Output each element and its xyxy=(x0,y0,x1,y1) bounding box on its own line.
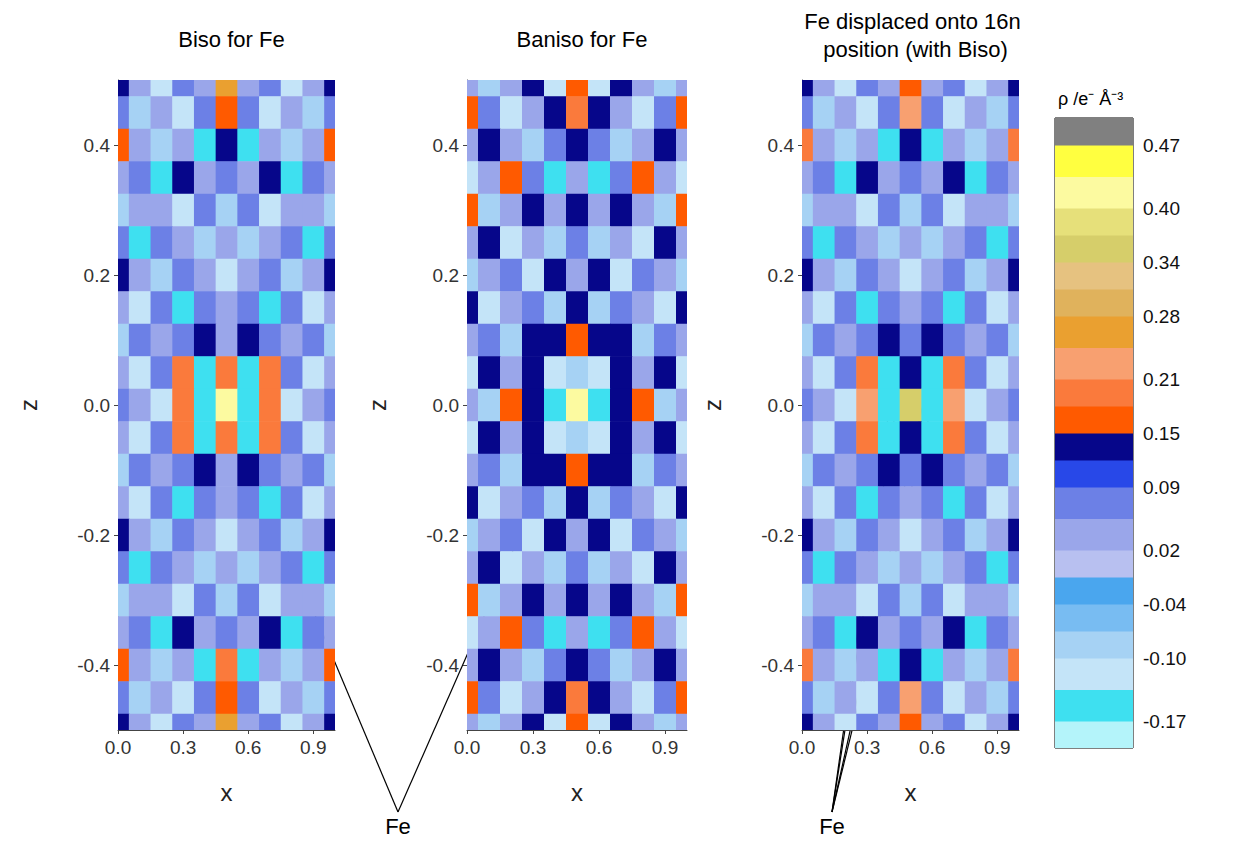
svg-text:z: z xyxy=(699,399,726,411)
svg-text:0.09: 0.09 xyxy=(1143,477,1180,498)
svg-text:0.4: 0.4 xyxy=(768,135,795,156)
svg-text:-0.17: -0.17 xyxy=(1143,711,1186,732)
svg-text:0.02: 0.02 xyxy=(1143,540,1180,561)
svg-text:0.9: 0.9 xyxy=(300,737,326,758)
svg-text:-0.10: -0.10 xyxy=(1143,648,1186,669)
svg-text:0.6: 0.6 xyxy=(586,737,612,758)
svg-text:-0.4: -0.4 xyxy=(761,655,794,676)
svg-text:0.6: 0.6 xyxy=(235,737,261,758)
svg-text:0.15: 0.15 xyxy=(1143,423,1180,444)
svg-text:x: x xyxy=(221,779,233,806)
svg-text:Baniso for Fe: Baniso for Fe xyxy=(517,27,648,52)
svg-text:0.2: 0.2 xyxy=(433,265,459,286)
svg-text:0.4: 0.4 xyxy=(84,135,111,156)
svg-text:Fe: Fe xyxy=(385,814,411,839)
svg-text:x: x xyxy=(905,779,917,806)
svg-text:0.0: 0.0 xyxy=(789,737,815,758)
svg-text:-0.4: -0.4 xyxy=(77,655,110,676)
svg-text:0.0: 0.0 xyxy=(84,395,110,416)
svg-text:position (with Biso): position (with Biso) xyxy=(823,37,1008,62)
svg-text:0.9: 0.9 xyxy=(652,737,678,758)
svg-text:0.40: 0.40 xyxy=(1143,198,1180,219)
svg-text:0.2: 0.2 xyxy=(84,265,110,286)
svg-text:0.3: 0.3 xyxy=(854,737,880,758)
svg-text:-0.4: -0.4 xyxy=(426,655,459,676)
svg-text:z: z xyxy=(15,399,42,411)
svg-text:Biso for Fe: Biso for Fe xyxy=(178,27,284,52)
svg-text:0.28: 0.28 xyxy=(1143,306,1180,327)
svg-text:0.3: 0.3 xyxy=(170,737,196,758)
svg-text:0.4: 0.4 xyxy=(433,135,460,156)
svg-text:-0.2: -0.2 xyxy=(761,525,794,546)
svg-text:0.0: 0.0 xyxy=(105,737,131,758)
svg-text:0.0: 0.0 xyxy=(768,395,794,416)
svg-text:0.6: 0.6 xyxy=(919,737,945,758)
svg-text:0.47: 0.47 xyxy=(1143,135,1180,156)
svg-text:0.0: 0.0 xyxy=(433,395,459,416)
svg-text:-0.2: -0.2 xyxy=(77,525,110,546)
svg-text:0.2: 0.2 xyxy=(768,265,794,286)
svg-text:ρ /e⁻ Å⁻³: ρ /e⁻ Å⁻³ xyxy=(1058,89,1123,109)
svg-text:0.34: 0.34 xyxy=(1143,252,1180,273)
svg-text:z: z xyxy=(364,399,391,411)
svg-text:Fe displaced onto 16n: Fe displaced onto 16n xyxy=(804,9,1027,34)
svg-text:-0.2: -0.2 xyxy=(426,525,459,546)
svg-text:-0.04: -0.04 xyxy=(1143,594,1187,615)
svg-text:0.3: 0.3 xyxy=(520,737,546,758)
svg-text:Fe: Fe xyxy=(819,814,845,839)
svg-text:0.9: 0.9 xyxy=(984,737,1010,758)
svg-text:x: x xyxy=(571,779,583,806)
svg-text:0.21: 0.21 xyxy=(1143,369,1180,390)
svg-text:0.0: 0.0 xyxy=(454,737,480,758)
